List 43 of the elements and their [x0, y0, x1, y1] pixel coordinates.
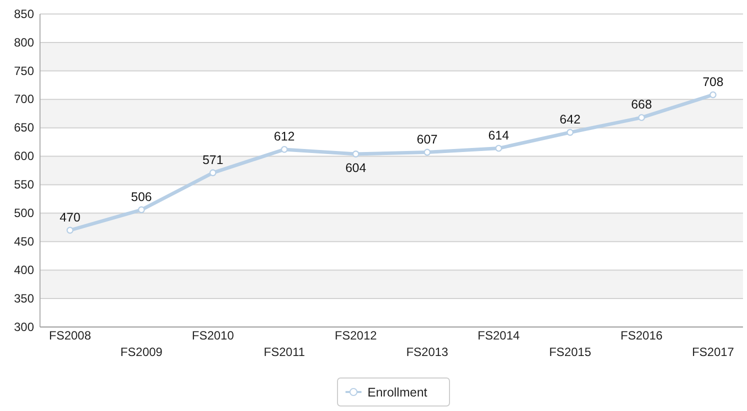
y-tick-label: 650: [14, 120, 34, 135]
point: [566, 128, 574, 136]
data-label: 506: [131, 190, 152, 204]
point: [352, 150, 360, 158]
data-label: 708: [702, 74, 724, 89]
data-label: 642: [560, 112, 581, 126]
y-tick-label: 300: [14, 320, 34, 334]
y-tick-label: 450: [14, 234, 34, 248]
data-label: 571: [202, 152, 224, 167]
y-tick-label: 400: [14, 262, 34, 277]
y-tick-label: 750: [14, 64, 34, 78]
x-tick-label: FS2012: [334, 328, 378, 343]
point: [209, 169, 216, 176]
data-label: 470: [60, 210, 80, 224]
y-tick-label: 700: [14, 92, 34, 106]
x-tick-label: FS2014: [478, 328, 520, 343]
y-tick-label: 600: [14, 149, 34, 164]
x-tick-label: FS2015: [549, 345, 592, 360]
y-tick-label: 500: [14, 206, 34, 220]
x-tick-label: FS2011: [264, 345, 306, 360]
x-tick-label: FS2009: [120, 345, 163, 360]
point: [638, 114, 646, 122]
point: [138, 206, 145, 214]
x-tick-label: FS2017: [692, 345, 734, 360]
data-label: 614: [488, 128, 510, 142]
x-tick-label: FS2016: [620, 328, 663, 343]
point: [280, 146, 288, 153]
y-tick-label: 350: [14, 291, 34, 306]
data-label: 604: [345, 160, 366, 175]
x-tick-label: FS2013: [406, 345, 449, 360]
legend-label: Enrollment: [368, 386, 428, 400]
x-tick-label: FS2008: [48, 328, 92, 343]
point: [66, 226, 74, 234]
x-tick-label: FS2010: [192, 328, 234, 343]
y-tick-label: 850: [14, 6, 34, 21]
point: [495, 144, 502, 152]
y-tick-label: 550: [14, 178, 34, 192]
y-tick-label: 800: [14, 35, 34, 50]
point: [424, 148, 431, 156]
data-label: 668: [631, 98, 652, 112]
point: [710, 91, 716, 98]
data-label: 607: [416, 132, 438, 146]
data-label: 612: [274, 129, 295, 144]
